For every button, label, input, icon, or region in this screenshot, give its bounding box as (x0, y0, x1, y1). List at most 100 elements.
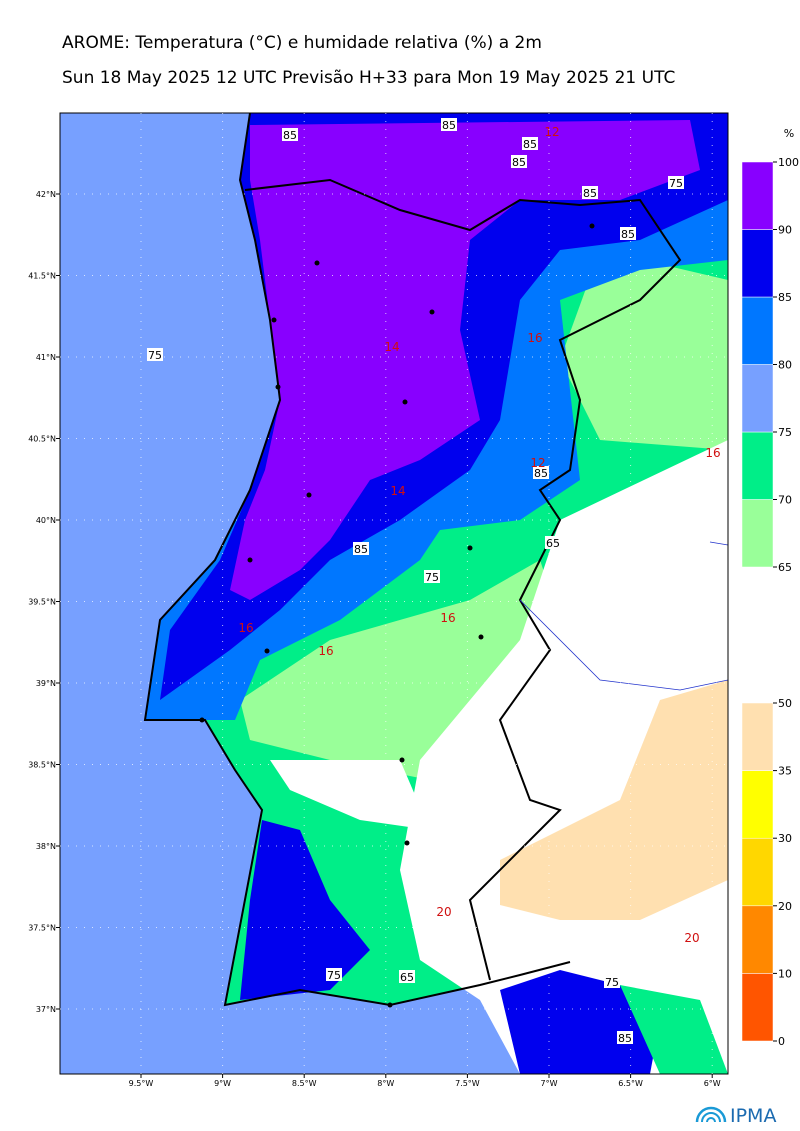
colorbar-segment (741, 905, 774, 974)
temperature-contour-label: 12 (530, 456, 545, 470)
lat-label: 38°N (36, 842, 56, 851)
colorbar-label: 100 (778, 156, 799, 169)
humidity-contour-label: 75 (148, 349, 162, 362)
contour-label-box (668, 176, 684, 189)
axes: 42°N 41.5°N 41°N 40.5°N 40°N 39.5°N 39°N 38.5°N… (28, 113, 728, 1088)
lat-label: 39°N (36, 679, 56, 688)
map-field: 85 85 85 85 85 85 85 85 85 75 75 75 75 75 65 65 12 12 14 14… (60, 113, 728, 1074)
humidity-contour-label: 65 (400, 971, 414, 984)
very-humid-band (240, 820, 370, 1000)
warm-area (500, 680, 728, 920)
lon-label: 7.5°W (455, 1079, 480, 1088)
map-frame (59, 112, 729, 1075)
humidity-contour-label: 85 (442, 119, 456, 132)
humidity-contour-label: 85 (512, 156, 526, 169)
lat-label: 41.5°N (28, 272, 56, 281)
lon-label: 6°W (704, 1079, 721, 1088)
colorbar-segment (741, 229, 774, 298)
colorbar-label: 65 (778, 561, 792, 574)
colorbar-label: 30 (778, 832, 792, 845)
humidity-contour-label: 85 (621, 228, 635, 241)
colorbar-segment (741, 431, 774, 500)
very-humid-band (500, 970, 660, 1074)
temperature-contour-label: 12 (544, 125, 559, 139)
humidity-contour-label: 85 (583, 187, 597, 200)
contour-label-box (511, 155, 527, 168)
lon-label: 9.5°W (129, 1079, 154, 1088)
lon-label: 6.5°W (618, 1079, 643, 1088)
temperature-contour-label: 16 (705, 446, 720, 460)
colorbars: 65 70 75 80 85 90 100% 0 10 20 30 35 50 (741, 127, 799, 1048)
lat-label: 40°N (36, 516, 56, 525)
lon-label: 8.5°W (292, 1079, 317, 1088)
contour-label-box (441, 118, 457, 131)
humidity-contour-label: 75 (327, 969, 341, 982)
colorbar-segment (741, 364, 774, 433)
humidity-contour-label: 85 (523, 138, 537, 151)
colorbar-label: 35 (778, 765, 792, 778)
lat-label: 39.5°N (28, 598, 56, 607)
humidity-contour-label: 85 (534, 467, 548, 480)
humidity-contour-label: 75 (669, 177, 683, 190)
contour-label-box (399, 970, 415, 983)
lon-label: 8°W (377, 1079, 394, 1088)
saturated-area (230, 120, 700, 600)
colorbar-label: 85 (778, 291, 792, 304)
river (519, 541, 728, 691)
contour-label-box (424, 570, 440, 583)
land-dry (560, 250, 728, 450)
colorbar-label: 70 (778, 494, 792, 507)
coastline (143, 113, 571, 1007)
lat-label: 37.5°N (28, 924, 56, 933)
colorbar-segment (741, 837, 774, 907)
contour-label-box (604, 975, 620, 988)
temperature-contour-label: 16 (318, 644, 333, 658)
temperature-contour-label: 20 (436, 905, 451, 919)
contour-label-box (522, 137, 538, 150)
colorbar-segment (741, 973, 774, 1042)
contour-label-box (147, 348, 163, 361)
cities (199, 223, 595, 1008)
land-humid (620, 985, 728, 1074)
title: AROME: Temperatura (°C) e humidade relat… (62, 33, 542, 53)
colorbar-label: 0 (778, 1035, 785, 1048)
contour-label-box (533, 466, 549, 479)
logo-text: IPMA (730, 1105, 776, 1127)
humidity-contour-label: 75 (605, 976, 619, 989)
colorbar-label: 90 (778, 224, 792, 237)
colorbar-label: 80 (778, 359, 792, 372)
border (244, 178, 682, 981)
temperature-contour-label: 16 (238, 621, 253, 635)
temperature-contour-label: 14 (384, 340, 399, 354)
lon-label: 7°W (541, 1079, 558, 1088)
lat-label: 37°N (36, 1005, 56, 1014)
lat-label: 41°N (36, 353, 56, 362)
contour-label-box (353, 542, 369, 555)
temperature-contour-label: 14 (390, 484, 405, 498)
colorbar-segment (741, 770, 774, 839)
temperature-contour-label: 16 (440, 611, 455, 625)
colorbar-segment (741, 296, 774, 365)
humidity-contour-label: 75 (425, 571, 439, 584)
logo: IPMA (695, 1105, 776, 1127)
contour-label-box (582, 186, 598, 199)
dry-area (270, 760, 430, 830)
subtitle: Sun 18 May 2025 12 UTC Previsão H+33 par… (62, 68, 675, 88)
colorbar-label: 75 (778, 426, 792, 439)
humidity-contour-label: 85 (354, 543, 368, 556)
lat-label: 42°N (36, 190, 56, 199)
colorbar-segment (741, 499, 774, 568)
temperature-contour-label: 16 (527, 331, 542, 345)
contour-label-box (617, 1031, 633, 1044)
humidity-contour-label: 65 (546, 537, 560, 550)
contour-label-box (326, 968, 342, 981)
colorbar-segment (741, 702, 774, 771)
colorbar-label: 10 (778, 967, 792, 980)
lat-label: 40.5°N (28, 435, 56, 444)
temperature-contour-label: 20 (684, 931, 699, 945)
humidity-contour-label: 85 (283, 129, 297, 142)
colorbar-label: 50 (778, 697, 792, 710)
contour-label-box (282, 128, 298, 141)
colorbar-segment (741, 161, 774, 230)
